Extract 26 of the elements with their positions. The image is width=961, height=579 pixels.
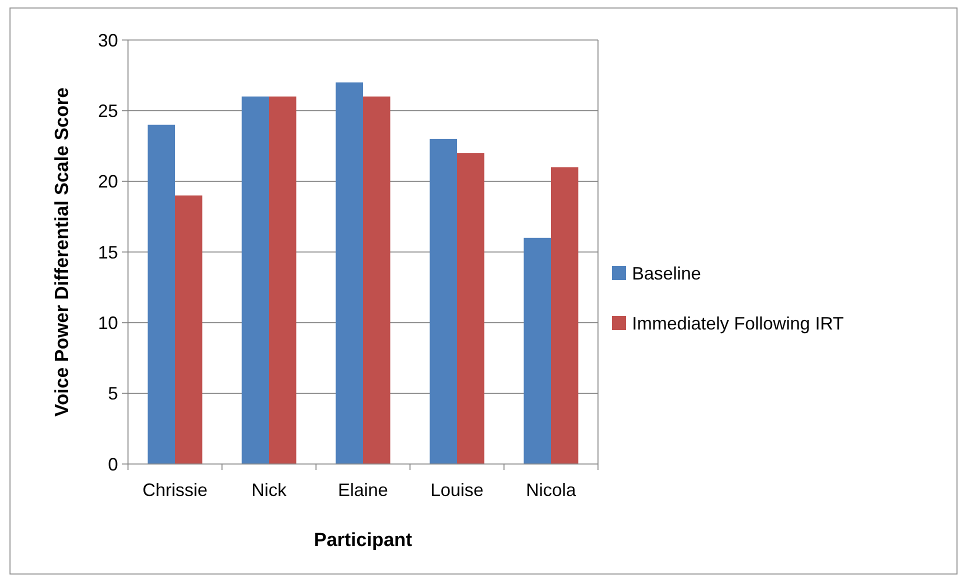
legend-label: Baseline	[632, 263, 702, 284]
x-tick-label: Nick	[252, 480, 288, 500]
bar	[269, 96, 296, 464]
legend-label: Immediately Following IRT	[632, 313, 844, 334]
bar	[551, 167, 578, 464]
y-tick-label: 25	[98, 100, 118, 121]
y-tick-label: 15	[98, 242, 118, 262]
bar	[242, 96, 269, 464]
bar	[363, 96, 390, 464]
y-tick-label: 30	[98, 30, 118, 50]
y-tick-label: 10	[98, 312, 118, 333]
x-tick-label: Nicola	[526, 480, 577, 500]
y-tick-label: 0	[108, 454, 118, 474]
x-axis-title: Participant	[314, 530, 413, 551]
x-tick-label: Elaine	[338, 480, 388, 500]
bar	[148, 124, 175, 464]
y-tick-label: 5	[108, 384, 118, 404]
y-axis-title: Voice Power Differential Scale Score	[52, 87, 73, 417]
x-tick-label: Louise	[430, 480, 484, 500]
bar	[175, 195, 202, 464]
y-tick-label: 20	[98, 172, 118, 192]
x-tick-label: Chrissie	[142, 480, 208, 500]
bar	[430, 138, 457, 464]
bar	[336, 82, 363, 464]
bar	[524, 238, 551, 464]
bar	[457, 153, 484, 464]
